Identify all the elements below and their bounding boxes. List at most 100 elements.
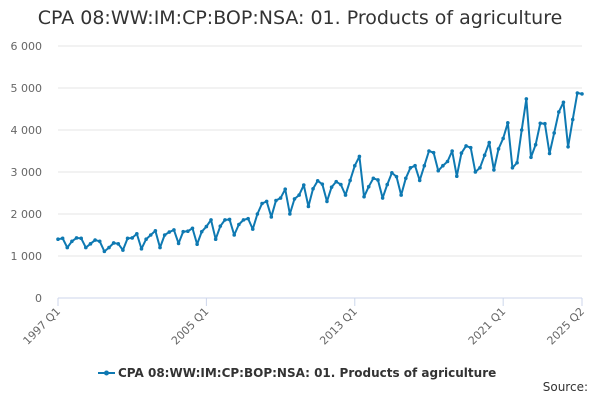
- data-point[interactable]: [172, 228, 176, 232]
- data-point[interactable]: [394, 174, 399, 179]
- data-point[interactable]: [260, 201, 264, 206]
- data-point[interactable]: [167, 230, 172, 234]
- data-point[interactable]: [223, 218, 227, 222]
- data-point[interactable]: [408, 166, 413, 170]
- data-point[interactable]: [162, 233, 167, 237]
- data-point[interactable]: [93, 238, 97, 242]
- data-point[interactable]: [121, 248, 125, 252]
- data-point[interactable]: [557, 110, 561, 114]
- data-point[interactable]: [343, 193, 348, 197]
- data-point[interactable]: [366, 184, 371, 189]
- data-point[interactable]: [130, 236, 134, 240]
- data-point[interactable]: [352, 163, 357, 168]
- data-point[interactable]: [65, 245, 70, 250]
- data-point[interactable]: [492, 168, 496, 172]
- legend-label[interactable]: CPA 08:WW:IM:CP:BOP:NSA: 01. Products of…: [118, 366, 496, 380]
- data-point[interactable]: [445, 159, 450, 164]
- data-point[interactable]: [464, 144, 468, 148]
- data-point[interactable]: [204, 224, 209, 229]
- data-point[interactable]: [74, 236, 79, 240]
- data-point[interactable]: [575, 91, 580, 95]
- data-point[interactable]: [468, 145, 473, 150]
- data-point[interactable]: [547, 151, 552, 156]
- data-point[interactable]: [213, 237, 218, 241]
- data-point[interactable]: [288, 212, 292, 216]
- data-point[interactable]: [70, 239, 74, 244]
- data-point[interactable]: [519, 128, 524, 132]
- data-point[interactable]: [139, 247, 144, 251]
- data-point[interactable]: [501, 136, 505, 141]
- data-point[interactable]: [399, 193, 403, 197]
- data-point[interactable]: [250, 227, 255, 231]
- data-point[interactable]: [255, 212, 260, 216]
- data-point[interactable]: [566, 145, 570, 149]
- data-point[interactable]: [371, 176, 376, 181]
- data-point[interactable]: [274, 198, 278, 203]
- data-point[interactable]: [455, 174, 459, 178]
- data-point[interactable]: [580, 92, 584, 96]
- data-point[interactable]: [506, 121, 510, 125]
- data-point[interactable]: [570, 117, 575, 122]
- data-point[interactable]: [181, 229, 185, 234]
- data-point[interactable]: [325, 199, 329, 204]
- data-point[interactable]: [232, 233, 237, 237]
- data-point[interactable]: [292, 197, 297, 201]
- data-point[interactable]: [241, 218, 246, 222]
- data-point[interactable]: [195, 242, 199, 247]
- data-point[interactable]: [102, 249, 107, 254]
- data-point[interactable]: [413, 163, 417, 168]
- data-point[interactable]: [403, 176, 408, 181]
- data-point[interactable]: [417, 178, 422, 183]
- data-point[interactable]: [431, 150, 436, 155]
- data-point[interactable]: [362, 194, 366, 199]
- data-point[interactable]: [315, 179, 320, 183]
- data-point[interactable]: [427, 149, 431, 153]
- data-point[interactable]: [264, 199, 269, 204]
- data-point[interactable]: [158, 245, 162, 250]
- data-point[interactable]: [237, 222, 241, 227]
- data-point[interactable]: [153, 229, 158, 233]
- data-point[interactable]: [311, 187, 315, 191]
- data-point[interactable]: [301, 183, 306, 187]
- data-point[interactable]: [79, 236, 83, 241]
- data-point[interactable]: [176, 241, 181, 246]
- data-point[interactable]: [199, 229, 204, 234]
- data-point[interactable]: [533, 142, 538, 147]
- data-point[interactable]: [320, 182, 325, 186]
- data-point[interactable]: [283, 187, 288, 192]
- data-point[interactable]: [482, 153, 487, 157]
- data-point[interactable]: [348, 178, 352, 183]
- data-point[interactable]: [436, 168, 441, 173]
- data-point[interactable]: [111, 241, 116, 245]
- data-point[interactable]: [441, 163, 445, 168]
- data-point[interactable]: [297, 193, 301, 197]
- data-point[interactable]: [144, 237, 148, 241]
- data-point[interactable]: [357, 154, 362, 159]
- data-point[interactable]: [385, 182, 390, 187]
- data-point[interactable]: [278, 196, 283, 200]
- data-point[interactable]: [135, 231, 139, 236]
- data-point[interactable]: [510, 166, 515, 170]
- data-point[interactable]: [84, 245, 88, 250]
- data-point[interactable]: [269, 215, 274, 219]
- data-point[interactable]: [524, 97, 529, 101]
- data-point[interactable]: [552, 131, 556, 135]
- data-point[interactable]: [339, 182, 343, 187]
- data-point[interactable]: [56, 237, 60, 241]
- data-point[interactable]: [60, 236, 65, 241]
- data-point[interactable]: [543, 121, 547, 126]
- data-point[interactable]: [186, 229, 190, 234]
- data-point[interactable]: [246, 216, 250, 221]
- data-point[interactable]: [116, 242, 121, 246]
- data-point[interactable]: [478, 166, 482, 170]
- data-point[interactable]: [473, 170, 478, 174]
- data-point[interactable]: [561, 100, 566, 105]
- data-point[interactable]: [450, 149, 454, 153]
- data-point[interactable]: [107, 245, 111, 250]
- data-point[interactable]: [487, 140, 492, 145]
- data-point[interactable]: [380, 196, 385, 200]
- data-point[interactable]: [515, 160, 519, 165]
- data-point[interactable]: [218, 224, 223, 228]
- data-point[interactable]: [329, 185, 334, 189]
- data-point[interactable]: [190, 226, 195, 231]
